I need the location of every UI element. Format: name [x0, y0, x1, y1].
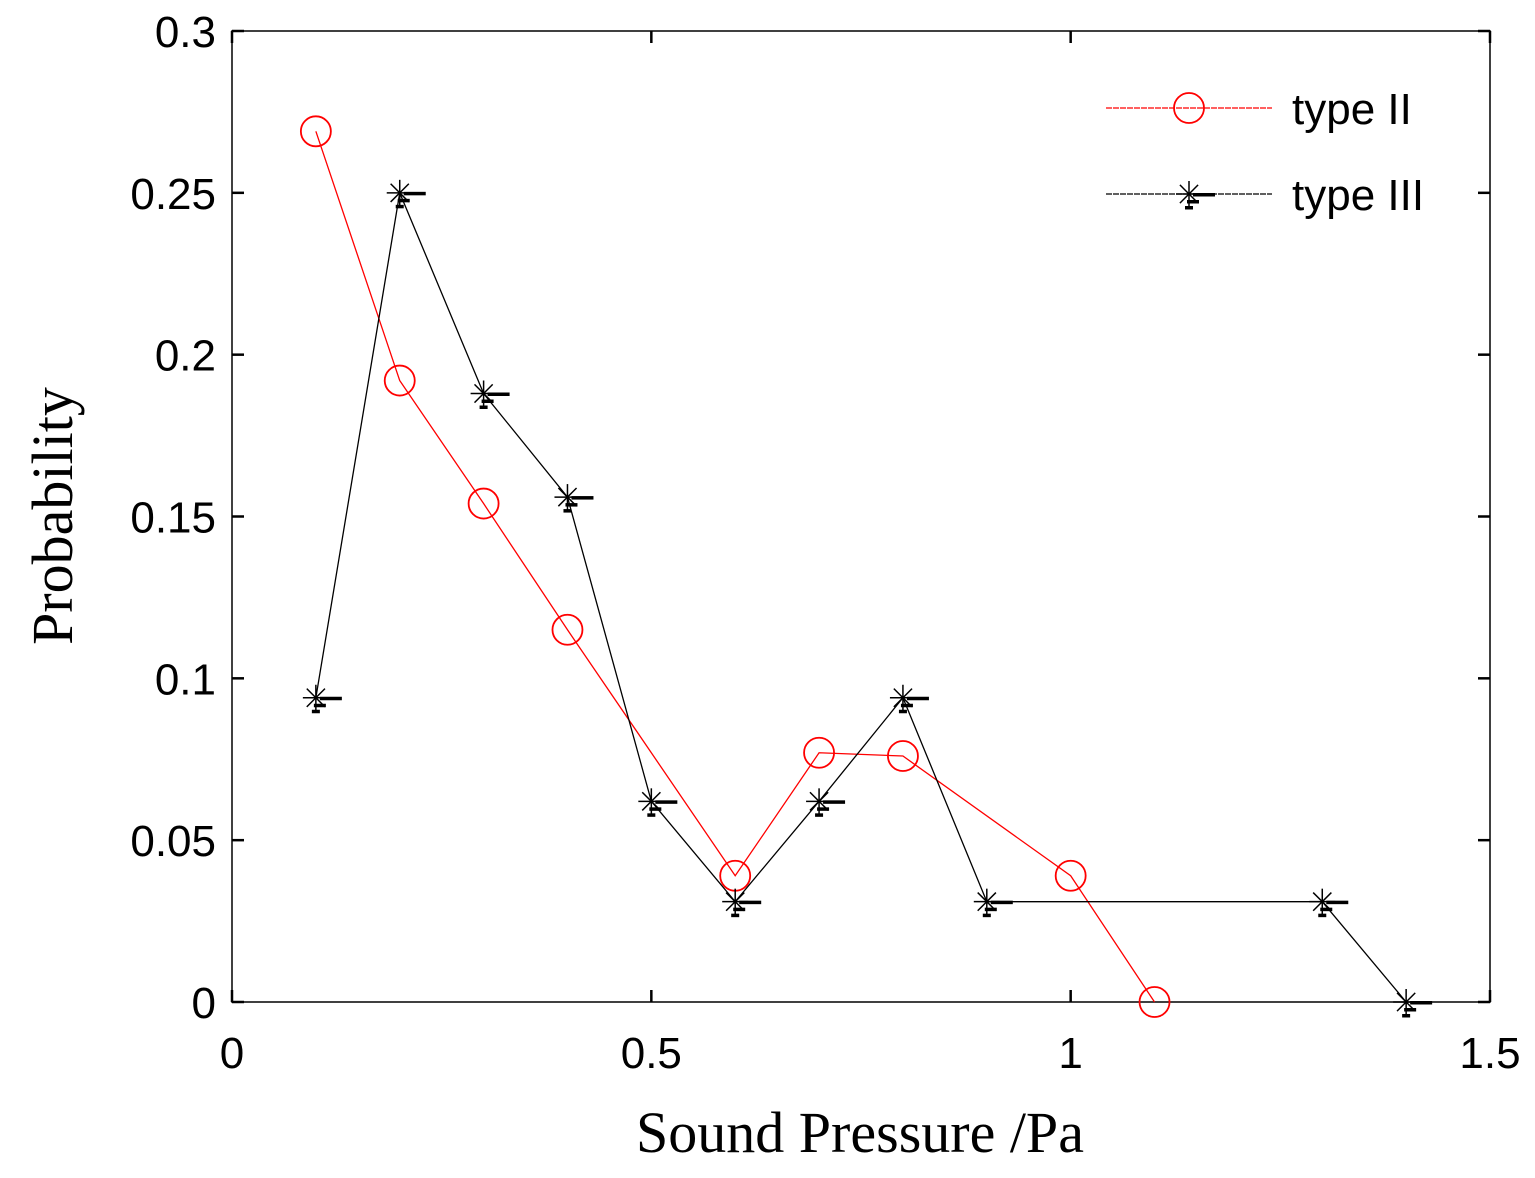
y-tick-label: 0.2 [155, 332, 216, 381]
marker-artifact [571, 496, 594, 500]
asterisk-stroke [725, 892, 745, 912]
marker-artifact [731, 913, 740, 918]
series-type-iii [302, 179, 1433, 1018]
data-point [806, 788, 846, 817]
marker-artifact [563, 509, 572, 513]
marker-artifact [1318, 913, 1327, 918]
legend: type II type III [1106, 85, 1424, 220]
y-tick-label: 0.15 [130, 494, 216, 543]
series-line [315, 131, 1156, 1003]
data-point [722, 888, 762, 918]
legend-item: type II [1106, 85, 1412, 134]
legend-label: type II [1292, 85, 1412, 134]
marker-artifact [649, 807, 662, 811]
marker-artifact [403, 191, 426, 196]
marker-artifact [898, 709, 907, 714]
data-point [1138, 986, 1171, 1018]
data-point [386, 179, 426, 209]
asterisk-stroke [306, 688, 326, 708]
x-tick-label: 0.5 [621, 1029, 682, 1078]
marker-artifact [817, 807, 830, 811]
axis-ticks [230, 29, 1492, 1004]
data-point [803, 736, 835, 769]
data-point [299, 115, 332, 148]
data-point [467, 487, 500, 520]
marker-artifact [655, 800, 678, 804]
marker-artifact [313, 703, 326, 708]
marker-artifact [823, 800, 846, 804]
asterisk-stroke [641, 791, 661, 811]
marker-artifact [906, 696, 929, 701]
data-point [551, 613, 584, 646]
marker-artifact [1326, 900, 1349, 905]
marker-artifact [982, 913, 991, 918]
marker-artifact [733, 907, 746, 912]
asterisk-stroke [557, 487, 578, 507]
x-axis-title: Sound Pressure /Pa [636, 1100, 1084, 1165]
data-point [554, 484, 594, 513]
data-point [383, 364, 416, 397]
marker-artifact [481, 399, 494, 404]
legend-marker [1173, 92, 1205, 124]
x-tick-label: 1 [1058, 1029, 1082, 1078]
data-point [302, 684, 342, 714]
data-point [638, 788, 678, 817]
asterisk-stroke [809, 791, 829, 811]
data-point [889, 684, 929, 714]
plot-area [231, 30, 1491, 1003]
y-axis-title: Probability [20, 387, 85, 645]
legend-item: type III [1106, 171, 1424, 220]
x-tick-label: 1.5 [1459, 1029, 1520, 1078]
asterisk-stroke [977, 892, 997, 912]
series-type-ii [299, 115, 1171, 1018]
data-point [470, 380, 510, 410]
data-point [887, 740, 919, 772]
marker-artifact [739, 900, 762, 905]
marker-artifact [1402, 1014, 1411, 1018]
asterisk-stroke [1396, 992, 1416, 1012]
marker-artifact [311, 709, 320, 714]
y-tick-label: 0.1 [155, 655, 216, 704]
marker-artifact [1193, 193, 1215, 197]
legend-marker [1176, 181, 1215, 210]
series-layer [299, 115, 1433, 1018]
marker-artifact [990, 900, 1013, 905]
marker-artifact [397, 198, 410, 203]
x-tick-label: 0 [220, 1029, 244, 1078]
marker-artifact [1410, 1001, 1433, 1005]
data-point [973, 888, 1013, 918]
y-tick-label: 0 [192, 979, 216, 1028]
marker-artifact [984, 907, 997, 912]
marker-artifact [900, 703, 913, 708]
asterisk-stroke [893, 688, 913, 708]
asterisk-stroke [390, 183, 410, 203]
asterisk-stroke [473, 383, 494, 404]
marker-artifact [319, 696, 342, 701]
y-tick-label: 0.3 [155, 8, 216, 57]
marker-artifact [479, 405, 488, 410]
data-point [1309, 888, 1349, 918]
marker-artifact [395, 204, 404, 209]
marker-artifact [1320, 907, 1333, 912]
marker-artifact [815, 813, 824, 817]
marker-artifact [1187, 200, 1199, 204]
marker-artifact [647, 813, 656, 817]
marker-artifact [1404, 1008, 1417, 1012]
y-tick-label: 0.25 [130, 170, 216, 219]
data-point [1054, 859, 1087, 892]
marker-artifact [487, 392, 510, 397]
marker-artifact [1185, 206, 1193, 210]
marker-artifact [565, 503, 578, 507]
x-tick-labels: 0 0.5 1 1.5 [220, 1029, 1521, 1078]
asterisk-stroke [1179, 184, 1199, 204]
y-tick-label: 0.05 [130, 817, 216, 866]
legend-label: type III [1292, 171, 1424, 220]
asterisk-stroke [1312, 892, 1332, 912]
y-tick-labels: 0 0.05 0.1 0.15 0.2 0.25 0.3 [130, 8, 216, 1028]
data-point [1393, 989, 1433, 1018]
